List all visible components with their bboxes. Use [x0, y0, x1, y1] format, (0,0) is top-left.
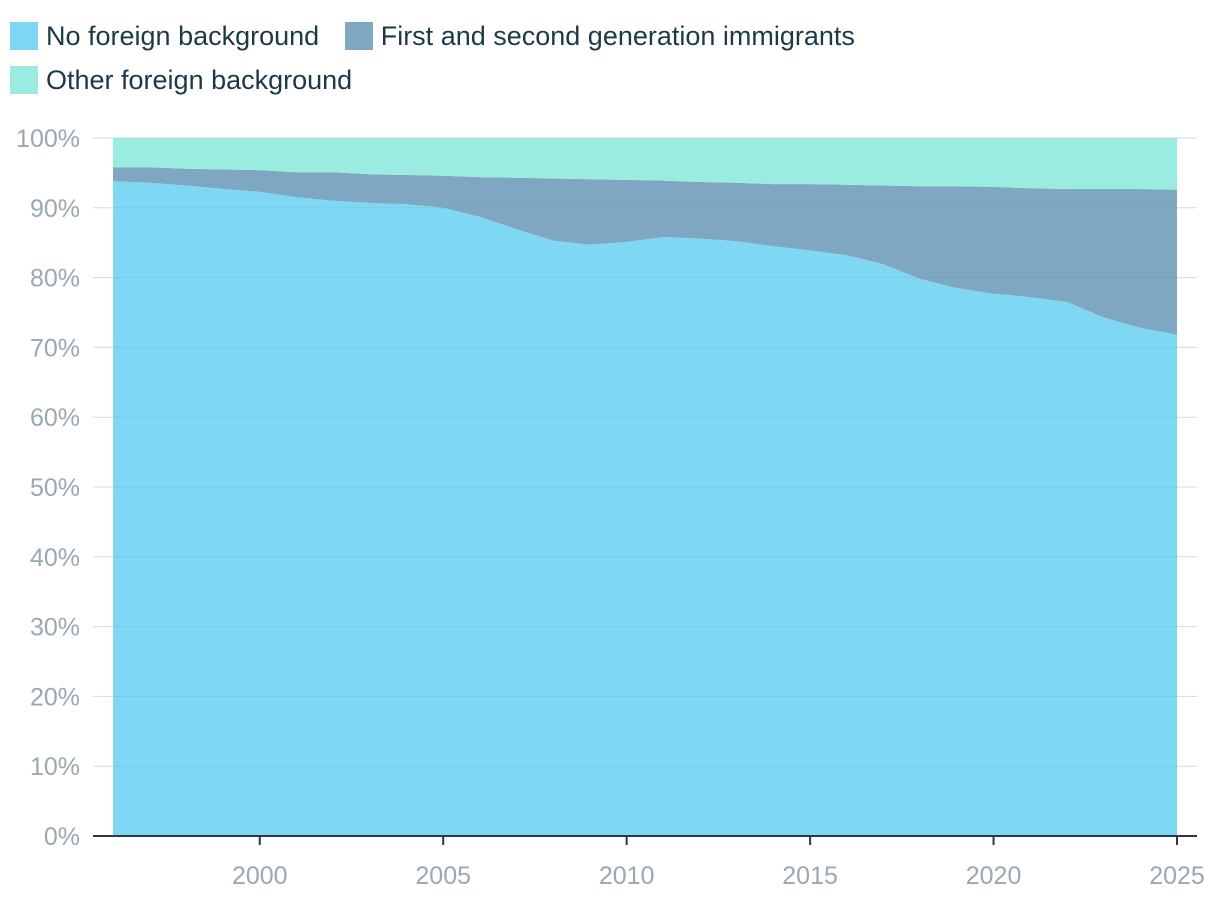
x-axis-ticks: 2000 2005 2010 2015 2020 2025 [232, 836, 1205, 890]
x-tick-label: 2025 [1149, 862, 1205, 890]
y-tick-label: 30% [30, 614, 80, 642]
y-tick-label: 20% [30, 683, 80, 711]
area-series-2 [113, 167, 1177, 335]
y-tick-label: 90% [30, 195, 80, 223]
chart-legend: No foreign background First and second g… [10, 14, 1200, 102]
legend-item-other-foreign[interactable]: Other foreign background [10, 58, 352, 102]
y-axis-ticks: 0% 10% 20% 30% 40% 50% 60% 70% 80% 90% 100% [16, 125, 80, 851]
y-tick-label: 50% [30, 474, 80, 502]
y-tick-label: 100% [16, 125, 80, 153]
legend-label: Other foreign background [46, 65, 353, 95]
x-tick-label: 2015 [782, 862, 838, 890]
area-series-1 [113, 181, 1177, 837]
legend-item-immigrants[interactable]: First and second generation immigrants [344, 14, 855, 58]
legend-item-no-foreign[interactable]: No foreign background [10, 14, 319, 58]
legend-swatch [344, 22, 373, 50]
legend-label: No foreign background [46, 21, 320, 51]
y-tick-label: 40% [30, 544, 80, 572]
y-tick-label: 70% [30, 334, 80, 362]
legend-swatch [10, 22, 38, 50]
y-tick-label: 60% [30, 404, 80, 432]
areas [93, 137, 1197, 837]
y-tick-label: 80% [30, 265, 80, 293]
x-tick-label: 2020 [966, 862, 1022, 890]
x-tick-label: 2010 [599, 862, 655, 890]
x-tick-label: 2000 [232, 862, 288, 890]
legend-label: First and second generation immigrants [380, 21, 855, 51]
x-tick-label: 2005 [415, 862, 471, 890]
area-series-3 [113, 138, 1177, 190]
y-tick-label: 0% [44, 823, 80, 851]
legend-swatch [10, 66, 38, 94]
y-tick-label: 10% [30, 753, 80, 781]
